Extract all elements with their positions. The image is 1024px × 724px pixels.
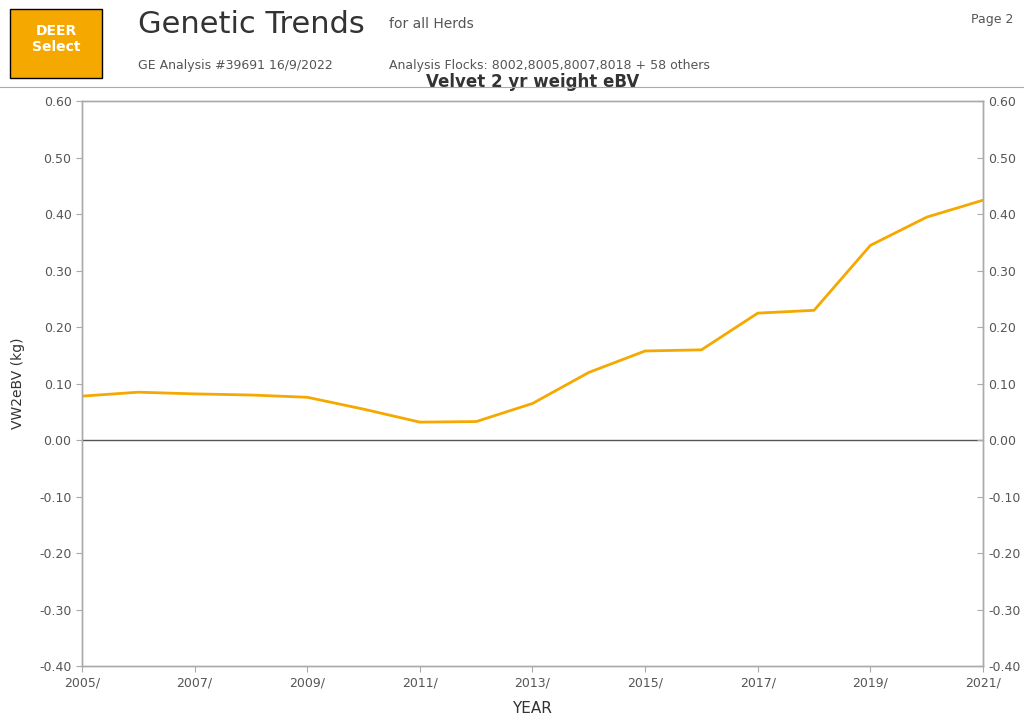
X-axis label: YEAR: YEAR (513, 701, 552, 715)
Text: DEER
Select: DEER Select (32, 24, 81, 54)
Title: Velvet 2 yr weight eBV: Velvet 2 yr weight eBV (426, 73, 639, 91)
Text: Genetic Trends: Genetic Trends (138, 10, 365, 39)
FancyBboxPatch shape (10, 9, 102, 78)
Text: GE Analysis #39691 16/9/2022: GE Analysis #39691 16/9/2022 (138, 59, 333, 72)
Text: for all Herds: for all Herds (389, 17, 474, 31)
Text: Page 2: Page 2 (972, 13, 1014, 26)
Y-axis label: VW2eBV (kg): VW2eBV (kg) (11, 338, 26, 429)
Text: Analysis Flocks: 8002,8005,8007,8018 + 58 others: Analysis Flocks: 8002,8005,8007,8018 + 5… (389, 59, 710, 72)
